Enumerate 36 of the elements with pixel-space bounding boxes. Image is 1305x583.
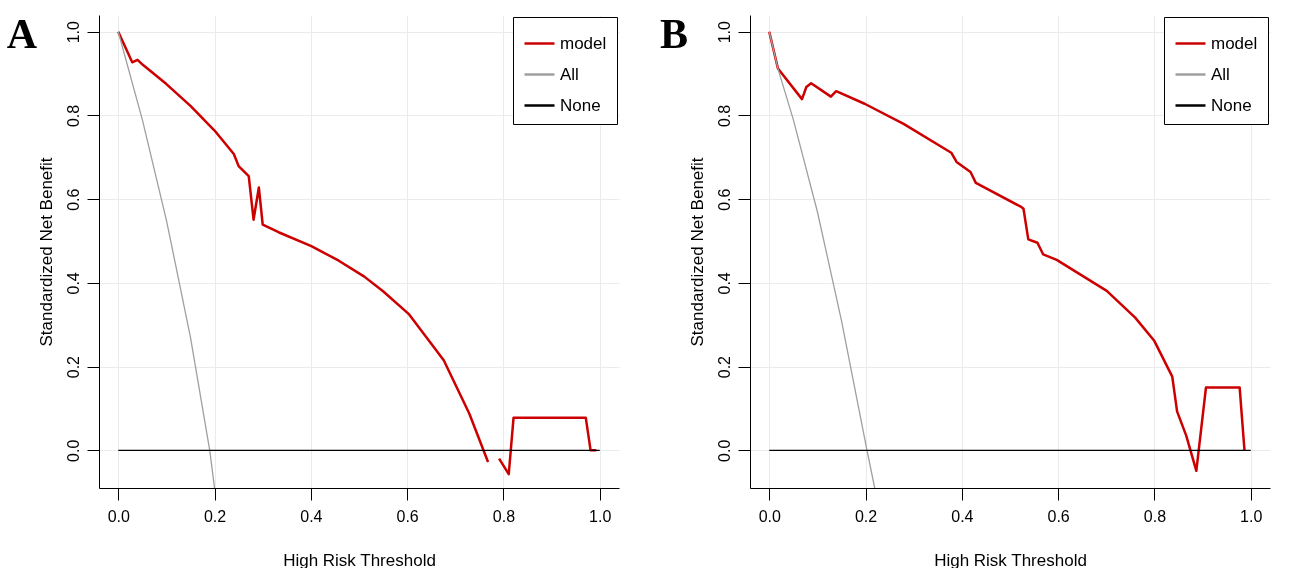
x-tick-label: 1.0 <box>1240 507 1263 525</box>
legend-label: All <box>560 64 579 84</box>
y-axis-title: Standardized Net Benefit <box>36 157 56 347</box>
y-tick-label: 1.0 <box>64 21 82 44</box>
y-tick-label: 0.8 <box>64 104 82 128</box>
x-tick-label: 0.0 <box>758 507 781 525</box>
y-tick-label: 0.2 <box>64 355 82 379</box>
line-series <box>768 31 876 488</box>
x-tick-label: 0.2 <box>854 507 878 525</box>
y-tick-label: 0.0 <box>715 439 733 462</box>
x-tick-label: 0.2 <box>203 507 227 525</box>
chart-title: B <box>659 11 688 57</box>
y-tick-label: 0.8 <box>715 104 733 128</box>
y-tick-label: 1.0 <box>715 21 733 44</box>
x-tick-label: 1.0 <box>589 507 612 525</box>
x-tick-label: 0.8 <box>492 507 516 525</box>
y-tick-label: 0.2 <box>715 355 733 379</box>
y-tick-label: 0.4 <box>64 272 82 295</box>
y-axis-title: Standardized Net Benefit <box>687 157 707 347</box>
legend-label: All <box>1211 64 1230 84</box>
legend-label: model <box>560 33 607 53</box>
x-tick-label: 0.0 <box>107 507 130 525</box>
x-tick-label: 0.6 <box>1047 507 1070 525</box>
x-tick-label: 0.4 <box>300 507 323 525</box>
legend-label: None <box>1211 95 1252 115</box>
x-tick-label: 0.8 <box>1143 507 1167 525</box>
legend-label: None <box>560 95 601 115</box>
y-tick-label: 0.6 <box>715 188 733 211</box>
y-tick-label: 0.6 <box>64 188 82 211</box>
y-tick-label: 0.0 <box>64 439 82 462</box>
chart-title: A <box>6 11 38 57</box>
x-tick-label: 0.4 <box>951 507 974 525</box>
y-tick-label: 0.4 <box>715 272 733 295</box>
legend-label: model <box>1211 33 1258 53</box>
line-series <box>117 31 216 488</box>
x-tick-label: 0.6 <box>396 507 419 525</box>
